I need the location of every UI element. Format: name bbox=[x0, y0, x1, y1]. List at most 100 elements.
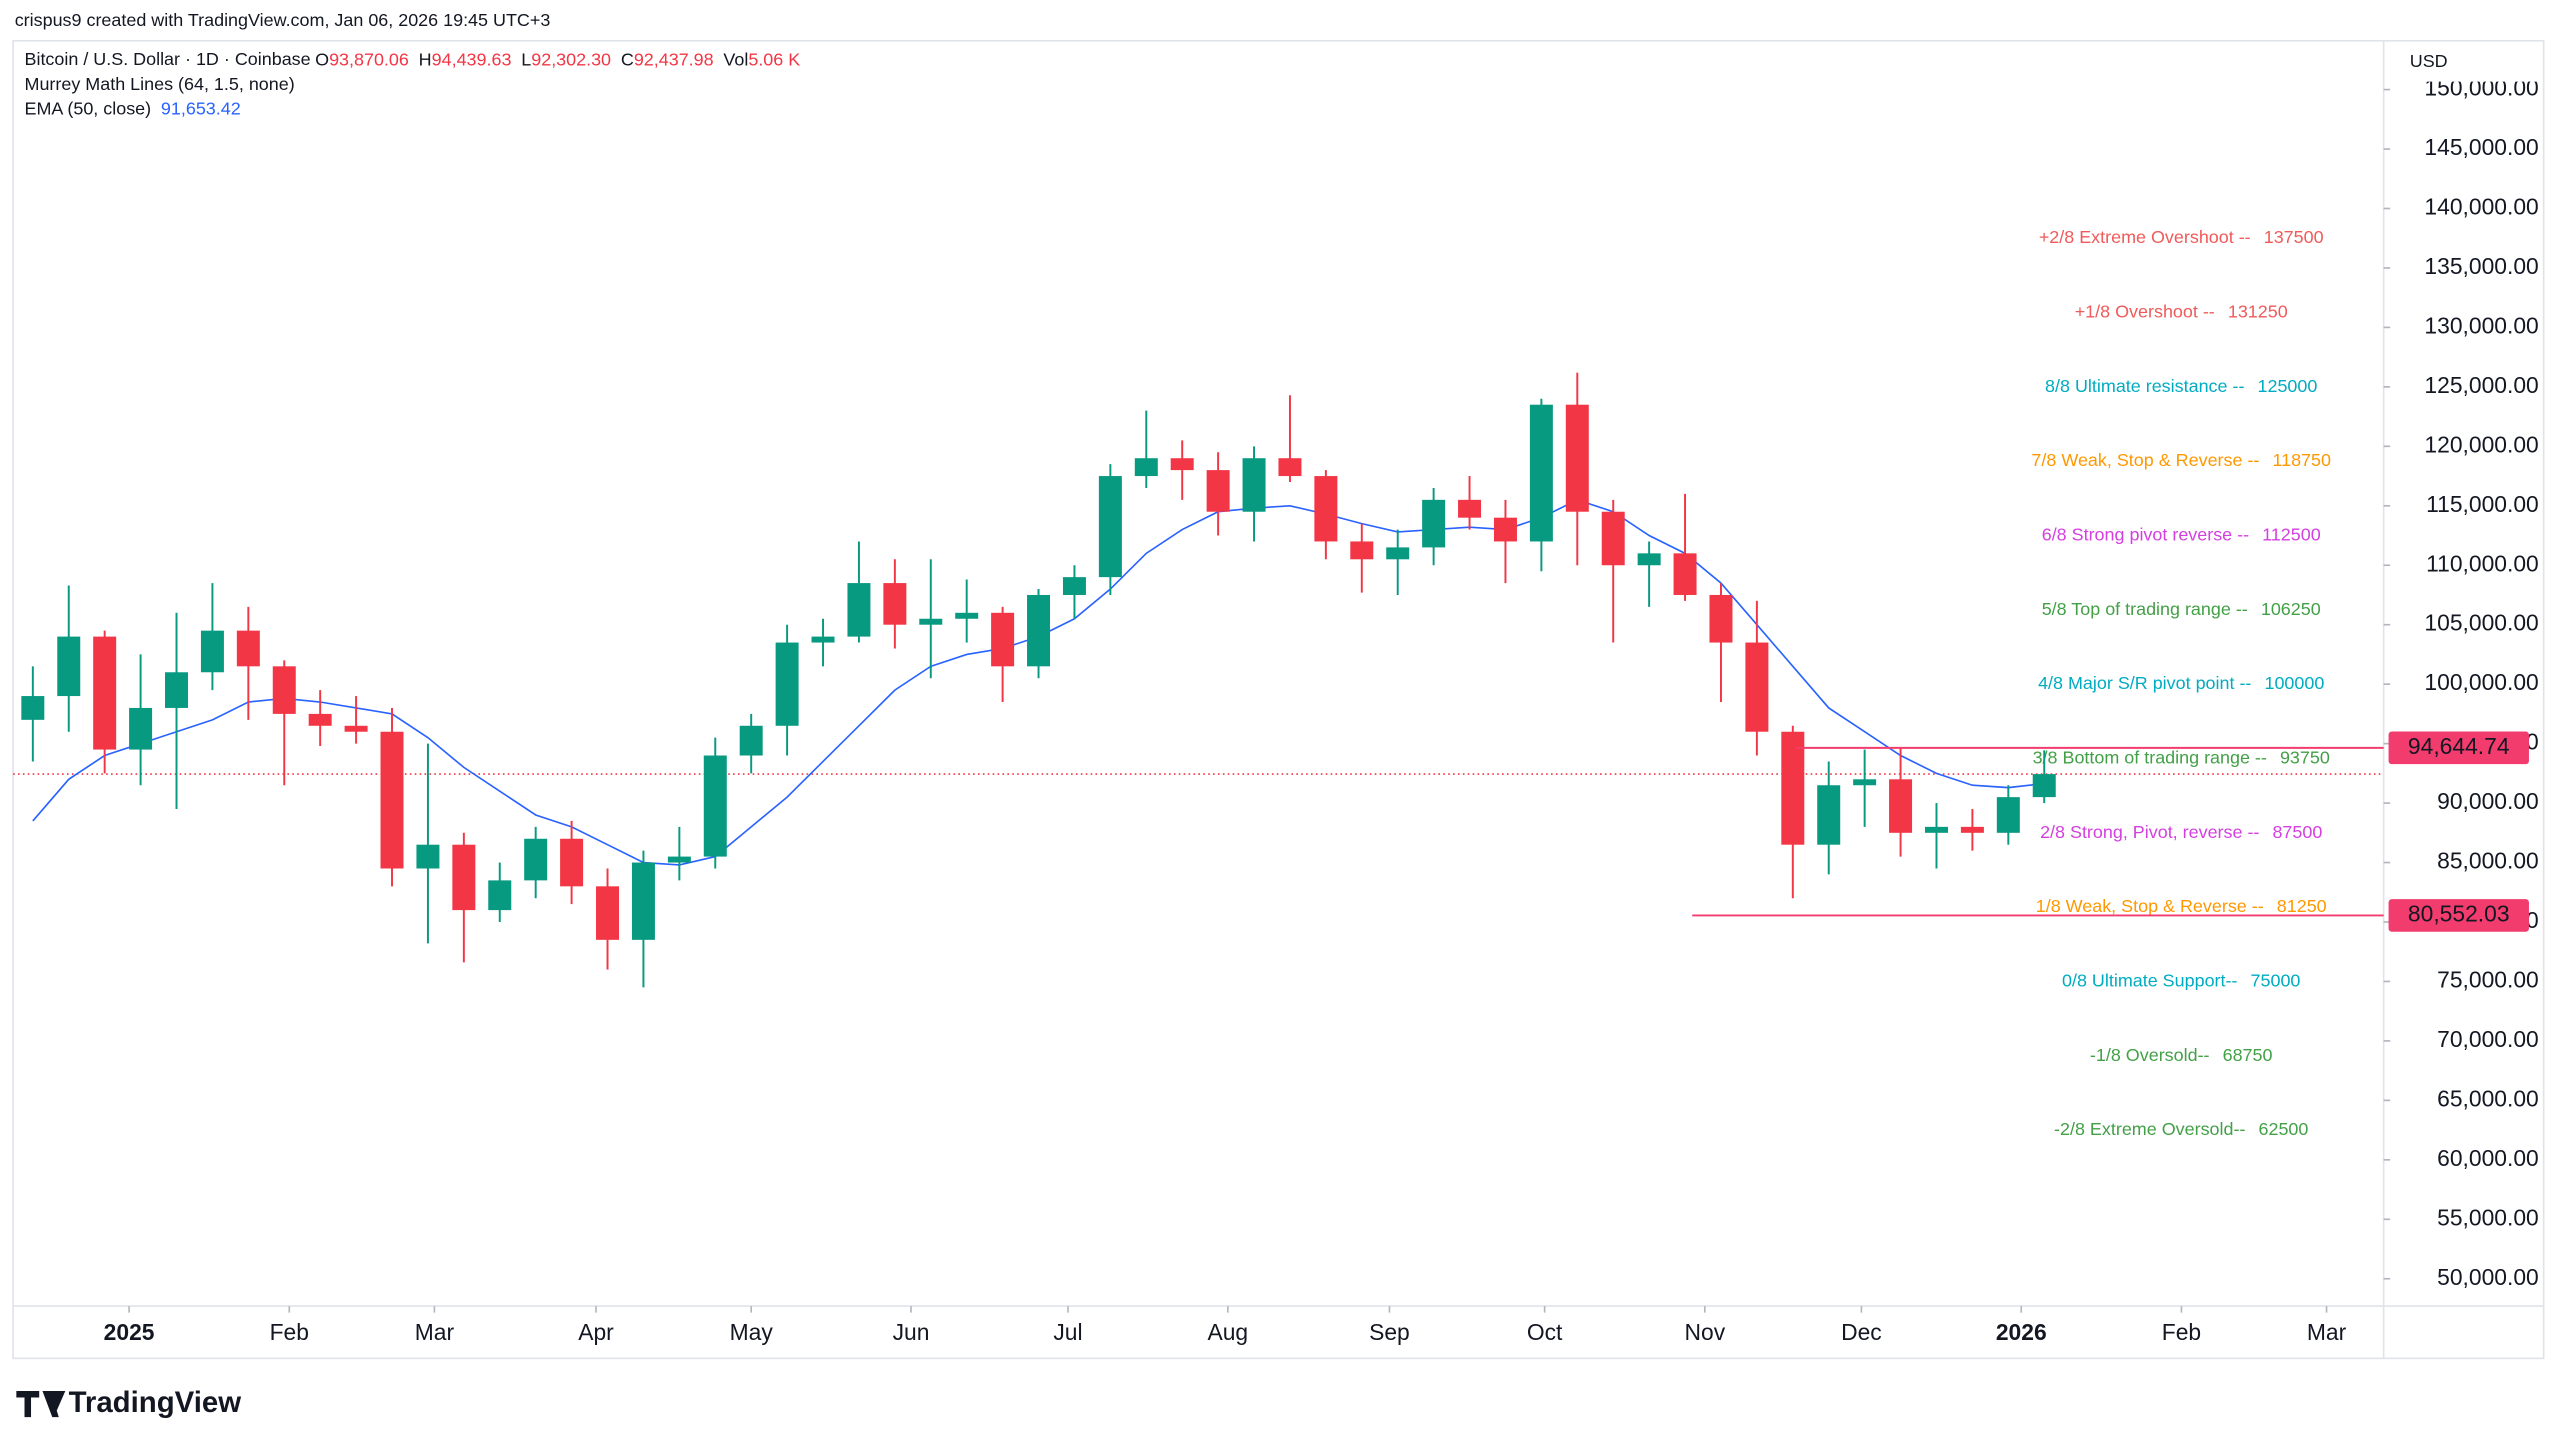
plot: 50,000.00 55,000.00 60,000.00 65,000.00 70,0… bbox=[13, 75, 2539, 1345]
y-tick-label: 135,000.00 bbox=[2424, 253, 2538, 279]
ohlc-label: O bbox=[315, 49, 329, 69]
candle-body bbox=[452, 844, 476, 911]
x-tick-label: Mar bbox=[415, 1319, 455, 1345]
candle-body bbox=[1027, 594, 1051, 667]
candle-body bbox=[1314, 476, 1338, 542]
candle-body bbox=[416, 844, 440, 869]
candle-body bbox=[165, 672, 188, 708]
candle-body bbox=[1278, 458, 1302, 477]
candle-body bbox=[344, 725, 368, 732]
y-tick-label: 85,000.00 bbox=[2437, 848, 2539, 874]
y-tick-label: 120,000.00 bbox=[2424, 431, 2538, 457]
x-tick-label: Jun bbox=[893, 1319, 930, 1345]
murrey-value: 131250 bbox=[2228, 301, 2288, 321]
candle-body bbox=[1062, 577, 1086, 595]
murrey-value: 106250 bbox=[2261, 599, 2321, 619]
murrey-value: 125000 bbox=[2258, 376, 2318, 396]
murrey-value: 68750 bbox=[2223, 1045, 2273, 1065]
candle-body bbox=[1350, 541, 1374, 560]
x-tick-label: Feb bbox=[2162, 1319, 2201, 1345]
murrey-label: +2/8 Extreme Overshoot -- bbox=[2039, 227, 2251, 247]
murrey-value: 93750 bbox=[2280, 747, 2330, 767]
murrey-value: 112500 bbox=[2262, 524, 2321, 544]
candle-body bbox=[1960, 826, 1984, 833]
ohlc-label: C bbox=[621, 49, 634, 69]
indicator: EMA (50, close) 91,653.42 bbox=[25, 98, 241, 118]
candle-body bbox=[93, 636, 117, 750]
credit: crispus9 created with TradingView.com, J… bbox=[15, 10, 551, 30]
candle-body bbox=[811, 636, 835, 643]
brand: TradingView bbox=[16, 1386, 241, 1419]
candle-body bbox=[739, 725, 763, 756]
murrey-level: 5/8 Top of trading range -- 106250 bbox=[2042, 599, 2321, 619]
price-box-label: 94,644.74 bbox=[2408, 733, 2510, 759]
murrey-level: 3/8 Bottom of trading range -- 93750 bbox=[2033, 747, 2330, 767]
y-tick-label: 110,000.00 bbox=[2426, 550, 2539, 576]
ohlc-value: 93,870.06 bbox=[329, 49, 409, 69]
candle-body bbox=[57, 636, 81, 697]
murrey-level: 7/8 Weak, Stop & Reverse -- 118750 bbox=[2031, 450, 2331, 470]
x-tick-label: Aug bbox=[1207, 1319, 1248, 1345]
candle-body bbox=[1924, 826, 1948, 833]
chart-frame bbox=[12, 39, 2545, 1360]
murrey-level: 6/8 Strong pivot reverse -- 112500 bbox=[2042, 524, 2321, 544]
x-tick-label: 2026 bbox=[1996, 1319, 2047, 1345]
legend: Bitcoin / U.S. Dollar · 1D · Coinbase O93… bbox=[25, 49, 801, 118]
price-box bbox=[2388, 899, 2529, 932]
y-tick-label: 100,000.00 bbox=[2424, 669, 2538, 695]
y-tick-label: 145,000.00 bbox=[2424, 134, 2538, 160]
murrey-value: 81250 bbox=[2277, 896, 2327, 916]
candle-body bbox=[1853, 779, 1877, 786]
murrey-level: +2/8 Extreme Overshoot -- 137500 bbox=[2039, 227, 2324, 247]
candle-body bbox=[1817, 785, 1841, 845]
x-tick-label: Apr bbox=[578, 1319, 614, 1345]
murrey-level: 1/8 Weak, Stop & Reverse -- 81250 bbox=[2036, 896, 2327, 916]
y-tick-label: 125,000.00 bbox=[2424, 372, 2538, 398]
candle-body bbox=[1098, 476, 1122, 578]
x-tick-label: Dec bbox=[1841, 1319, 1882, 1345]
indicator-name: EMA (50, close) bbox=[25, 98, 152, 118]
candle-body bbox=[560, 838, 584, 887]
indicator-name: Murrey Math Lines (64, 1.5, none) bbox=[25, 74, 295, 94]
murrey-level: 2/8 Strong, Pivot, reverse -- 87500 bbox=[2040, 822, 2322, 842]
candle-body bbox=[919, 618, 943, 625]
y-tick-label: 75,000.00 bbox=[2437, 966, 2539, 992]
x-tick-label: Oct bbox=[1527, 1319, 1563, 1345]
murrey-label: 4/8 Major S/R pivot point -- bbox=[2038, 673, 2251, 693]
currency-box bbox=[2393, 45, 2538, 82]
y-tick-label: 130,000.00 bbox=[2424, 312, 2538, 338]
murrey-label: 7/8 Weak, Stop & Reverse -- bbox=[2031, 450, 2259, 470]
brand-logo bbox=[16, 1391, 66, 1418]
candle-body bbox=[667, 856, 691, 863]
murrey-value: 87500 bbox=[2272, 822, 2322, 842]
candle-body bbox=[272, 666, 296, 714]
x-tick-label: Mar bbox=[2307, 1319, 2347, 1345]
indicator: Murrey Math Lines (64, 1.5, none) bbox=[25, 74, 295, 94]
murrey-value: 100000 bbox=[2264, 673, 2324, 693]
candle-body bbox=[703, 755, 727, 857]
y-tick-label: 140,000.00 bbox=[2424, 194, 2538, 220]
murrey-label: 5/8 Top of trading range -- bbox=[2042, 599, 2248, 619]
y-tick-label: 70,000.00 bbox=[2437, 1026, 2539, 1052]
murrey-label: 8/8 Ultimate resistance -- bbox=[2045, 376, 2244, 396]
candle-body bbox=[1996, 797, 2020, 833]
candle-body bbox=[21, 696, 45, 720]
murrey-value: 75000 bbox=[2251, 970, 2301, 990]
candle-body bbox=[1422, 499, 1446, 548]
ohlc-value: 94,439.63 bbox=[432, 49, 512, 69]
candle-body bbox=[1637, 553, 1661, 566]
candle-body bbox=[1493, 517, 1517, 542]
murrey-label: 3/8 Bottom of trading range -- bbox=[2033, 747, 2267, 767]
ohlc-value: 92,302.30 bbox=[531, 49, 611, 69]
murrey-label: -1/8 Oversold-- bbox=[2090, 1045, 2210, 1065]
murrey-label: 2/8 Strong, Pivot, reverse -- bbox=[2040, 822, 2259, 842]
ohlc-value: 5.06 K bbox=[748, 49, 800, 69]
candle-body bbox=[631, 862, 655, 940]
murrey-value: 62500 bbox=[2258, 1119, 2308, 1139]
candle-body bbox=[1170, 458, 1194, 471]
murrey-value: 118750 bbox=[2272, 450, 2331, 470]
murrey-label: 0/8 Ultimate Support-- bbox=[2062, 970, 2237, 990]
murrey-level: -1/8 Oversold-- 68750 bbox=[2090, 1045, 2273, 1065]
y-tick-label: 90,000.00 bbox=[2437, 788, 2539, 814]
murrey-level: -2/8 Extreme Oversold-- 62500 bbox=[2054, 1119, 2308, 1139]
